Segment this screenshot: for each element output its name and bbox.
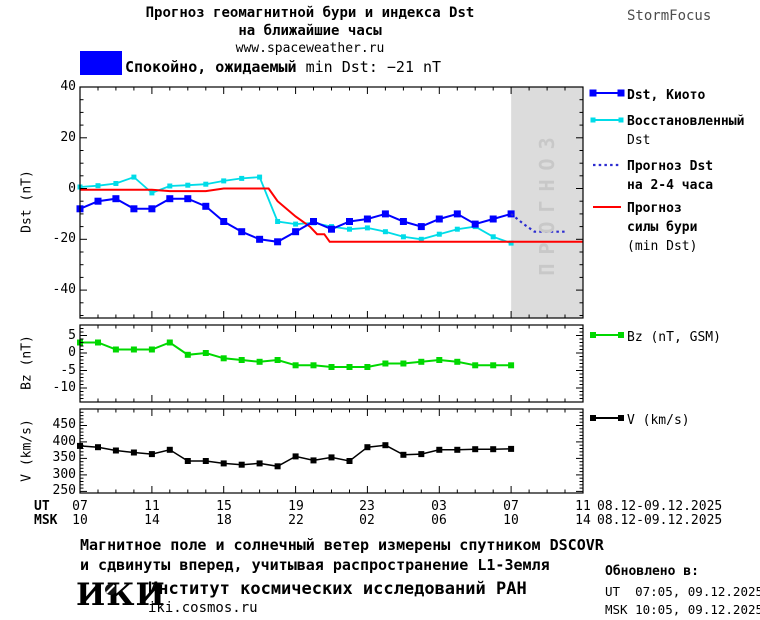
x-tick-label-ut: 11 xyxy=(575,499,591,514)
legend-bz: Bz (nT, GSM) xyxy=(627,330,721,345)
x-tick-label-ut: 11 xyxy=(144,499,160,514)
y-tick-label: 450 xyxy=(52,417,76,432)
y-tick-label: 250 xyxy=(52,483,76,498)
x-tick-label-ut: 19 xyxy=(288,499,304,514)
legend-v: V (km/s) xyxy=(627,413,690,428)
x-tick-label-ut: 15 xyxy=(216,499,232,514)
legend-swatch-solar_wind_speed xyxy=(590,415,624,421)
y-tick-label: -20 xyxy=(52,231,76,246)
x-tick-label-msk: 06 xyxy=(431,513,447,528)
legend-dst-kyoto: Dst, Киото xyxy=(627,88,706,103)
updated-ut: UT 07:05, 09.12.2025 xyxy=(605,584,760,599)
x-tick-label-msk: 22 xyxy=(288,513,304,528)
website-link: www.spaceweather.ru xyxy=(235,41,385,56)
footer-note-line2: и сдвинуты вперед, учитывая распростране… xyxy=(80,556,550,574)
legend-storm-line3: (min Dst) xyxy=(627,239,698,254)
x-tick-label-msk: 14 xyxy=(575,513,591,528)
dst_kyoto-series xyxy=(76,195,515,246)
y-tick-label: -5 xyxy=(60,363,76,378)
legend-reconstructed-line1: Восстановленный xyxy=(627,114,745,129)
solar_wind_speed-series xyxy=(77,442,515,470)
bz_gsm-series xyxy=(77,339,515,370)
y-tick-label: 350 xyxy=(52,450,76,465)
dst_reconstructed-series xyxy=(77,174,514,246)
storm-status-value: min Dst: −21 nT xyxy=(305,58,442,76)
storm-status-prefix: Спокойно, ожидаемый xyxy=(125,58,297,76)
msk-row-label: MSK xyxy=(34,513,58,528)
legend-forecast-dst-line1: Прогноз Dst xyxy=(627,159,714,174)
storm-level-swatch xyxy=(80,51,122,75)
legend-reconstructed-line2: Dst xyxy=(627,133,651,148)
updated-msk: MSK 10:05, 09.12.2025 xyxy=(605,602,760,617)
x-tick-label-msk: 18 xyxy=(216,513,232,528)
storm-status-text: Спокойно, ожидаемый min Dst: −21 nT xyxy=(125,58,441,76)
storm_forecast_min_dst-series xyxy=(80,187,583,243)
x-tick-label-ut: 07 xyxy=(72,499,88,514)
legend-storm-line2: силы бури xyxy=(627,220,698,235)
dst_forecast_2_4h-series xyxy=(510,213,567,233)
brand-label: StormFocus xyxy=(627,8,712,24)
ut-date-range: 08.12-09.12.2025 xyxy=(597,499,723,514)
updated-heading: Обновлено в: xyxy=(605,564,699,579)
x-tick-label-msk: 14 xyxy=(144,513,160,528)
x-tick-label-msk: 10 xyxy=(503,513,519,528)
x-tick-label-msk: 02 xyxy=(359,513,375,528)
x-tick-label-ut: 07 xyxy=(503,499,519,514)
page-title-line1: Прогноз геомагнитной бури и индекса Dst xyxy=(145,5,475,21)
x-tick-label-ut: 03 xyxy=(431,499,447,514)
dst-axis-title: Dst (nT) xyxy=(19,170,35,233)
iki-logo: ИКИ xyxy=(76,577,166,613)
x-tick-label-msk: 10 xyxy=(72,513,88,528)
y-tick-label: 0 xyxy=(68,181,76,196)
y-tick-label: -10 xyxy=(52,380,76,395)
msk-date-range: 08.12-09.12.2025 xyxy=(597,513,723,528)
legend-swatch-dst_kyoto xyxy=(589,89,625,97)
page-title-line2: на ближайшие часы xyxy=(238,23,382,39)
institute-site: iki.cosmos.ru xyxy=(148,600,258,616)
legend-swatch-bz_gsm xyxy=(590,332,624,338)
institute-name: Институт космических исследований РАН xyxy=(148,579,527,599)
y-tick-label: 400 xyxy=(52,434,76,449)
footer-note-line1: Магнитное поле и солнечный ветер измерен… xyxy=(80,536,604,554)
y-tick-label: 20 xyxy=(60,130,76,145)
y-tick-label: 0 xyxy=(68,345,76,360)
y-tick-label: 40 xyxy=(60,79,76,94)
y-tick-label: 300 xyxy=(52,467,76,482)
y-tick-label: 5 xyxy=(68,328,76,343)
legend-forecast-dst-line2: на 2-4 часа xyxy=(627,178,714,193)
forecast-region-label: ПРОГНОЗ xyxy=(535,128,559,276)
legend-swatch-dst_reconstructed xyxy=(590,117,624,123)
x-tick-label-ut: 23 xyxy=(359,499,375,514)
forecast-region xyxy=(511,87,583,318)
y-tick-label: -40 xyxy=(52,282,76,297)
ut-row-label: UT xyxy=(34,499,50,514)
legend-storm-line1: Прогноз xyxy=(627,201,682,216)
iki-logo-ball-icon xyxy=(105,584,116,595)
